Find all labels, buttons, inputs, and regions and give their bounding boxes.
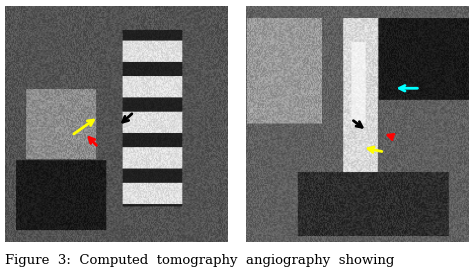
Text: Figure  3:  Computed  tomography  angiography  showing: Figure 3: Computed tomography angiograph…: [5, 254, 394, 267]
